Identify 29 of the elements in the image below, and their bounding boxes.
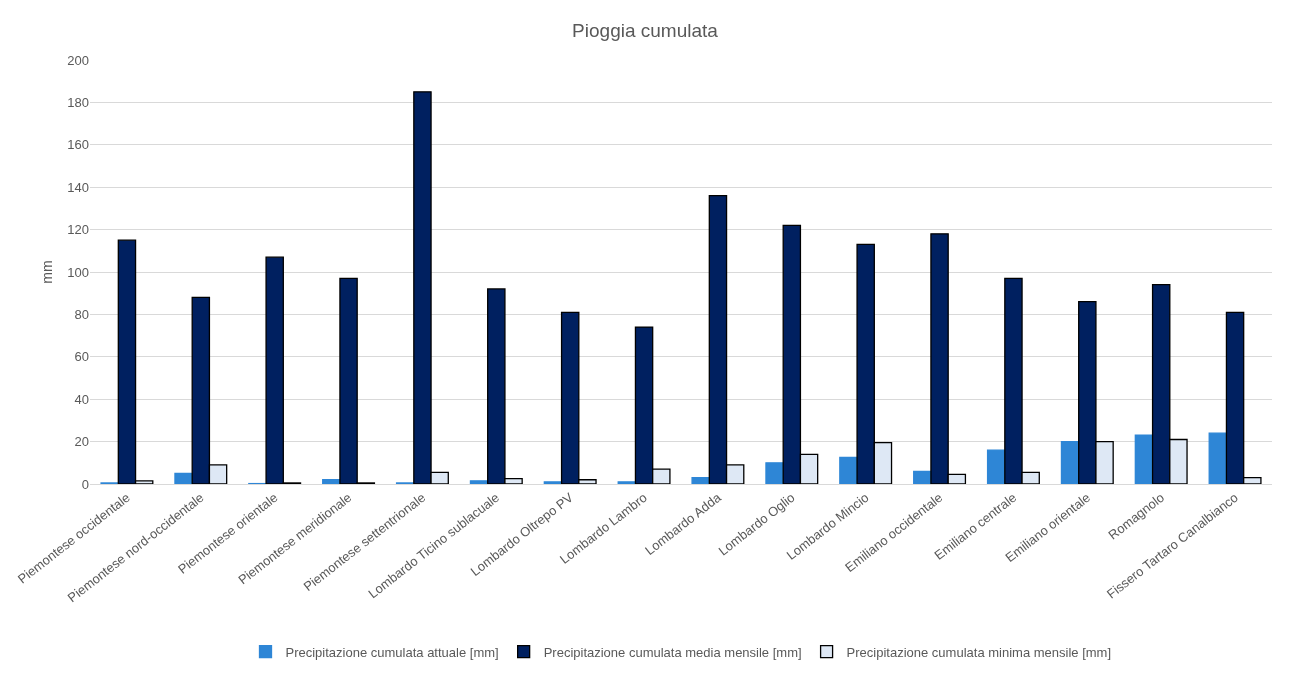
bar [617,481,637,484]
bar [986,449,1006,484]
legend-label: Precipitazione cumulata media mensile [mm] [543,644,802,660]
y-tick-label: 120 [67,222,89,238]
y-tick-label: 20 [74,434,89,450]
y-axis-title: mm [39,260,55,284]
y-tick-label: 160 [67,137,89,153]
bar [839,456,858,484]
bar [174,472,193,484]
y-tick-label: 200 [67,52,89,68]
bar [1134,434,1154,484]
y-tick-label: 0 [81,476,89,492]
bar [913,470,932,484]
bar [765,462,784,484]
bar [1060,440,1080,484]
y-tick-label: 80 [74,306,89,322]
bar [691,476,710,484]
bar [469,480,489,484]
y-tick-label: 180 [67,94,89,110]
legend-label: Precipitazione cumulata attuale [mm] [285,644,499,660]
y-tick-label: 140 [67,179,89,195]
y-tick-label: 40 [74,391,89,407]
bar [1208,432,1228,484]
y-tick-label: 100 [67,264,89,280]
bar [322,479,341,484]
legend-label: Precipitazione cumulata minima mensile [mm] [846,644,1112,660]
chart-title: Pioggia cumulata [572,20,719,42]
bar [543,481,563,484]
y-tick-label: 60 [74,349,89,365]
